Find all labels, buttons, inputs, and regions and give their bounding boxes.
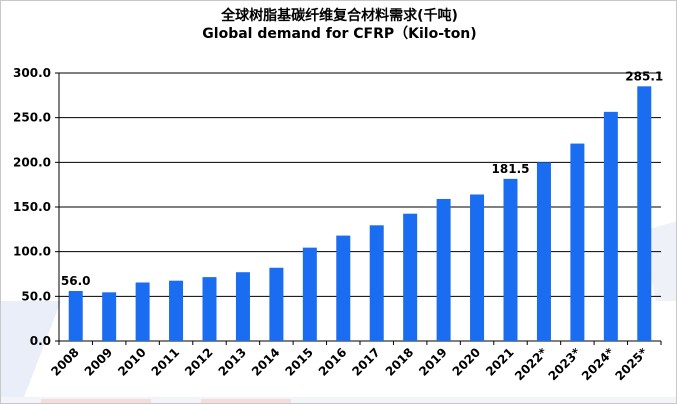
bar-2008 — [68, 290, 83, 341]
y-tick-label: 50.0 — [21, 289, 51, 303]
x-tick-label: 2010 — [115, 345, 149, 379]
chart-title-block: 全球树脂基碳纤维复合材料需求(千吨) Global demand for CFR… — [1, 7, 676, 43]
x-tick-label: 2015 — [282, 345, 316, 379]
bar-2025-forecast — [637, 86, 652, 341]
data-label: 285.1 — [625, 69, 663, 83]
y-tick-label: 250.0 — [13, 111, 51, 125]
x-tick-label: 2009 — [82, 345, 116, 379]
y-tick-label: 300.0 — [13, 66, 51, 80]
x-tick-label: 2018 — [383, 345, 417, 379]
bar-2024-forecast — [603, 111, 618, 341]
bar-2018 — [403, 213, 418, 341]
x-tick-label: 2024* — [579, 345, 617, 383]
x-tick-label: 2014 — [249, 345, 283, 379]
bar-2015 — [302, 247, 317, 341]
x-tick-label: 2022* — [512, 345, 550, 383]
x-tick-label: 2017 — [349, 345, 383, 379]
data-label: 181.5 — [492, 162, 530, 176]
x-tick-label: 2012 — [182, 345, 216, 379]
chart-title: 全球树脂基碳纤维复合材料需求(千吨) — [221, 8, 458, 24]
bar-2010 — [135, 282, 150, 341]
bar-2021 — [503, 178, 518, 341]
y-tick-label: 150.0 — [13, 200, 51, 214]
y-tick-label: 200.0 — [13, 155, 51, 169]
y-tick-label: 0.0 — [30, 334, 51, 348]
x-tick-label: 2011 — [149, 345, 183, 379]
bar-2013 — [235, 272, 250, 341]
bar-2012 — [202, 277, 217, 341]
bar-2017 — [369, 225, 384, 341]
bar-2011 — [169, 280, 184, 341]
bar-2014 — [269, 267, 284, 341]
x-tick-label: 2016 — [316, 345, 350, 379]
bar-2009 — [102, 292, 117, 341]
bar-2016 — [336, 235, 351, 341]
x-tick-label: 2008 — [48, 345, 82, 379]
bar-2022-forecast — [536, 162, 551, 341]
y-tick-label: 100.0 — [13, 245, 51, 259]
bar-2023-forecast — [570, 143, 585, 341]
chart-subtitle: Global demand for CFRP（Kilo-ton) — [202, 26, 477, 42]
bar-2019 — [436, 198, 451, 341]
x-tick-label: 2013 — [216, 345, 250, 379]
bar-2020 — [470, 194, 485, 341]
x-tick-label: 2020 — [450, 345, 484, 379]
x-tick-label: 2019 — [416, 345, 450, 379]
x-tick-label: 2025* — [612, 345, 650, 383]
x-tick-label: 2023* — [546, 345, 584, 383]
data-label: 56.0 — [61, 274, 91, 288]
